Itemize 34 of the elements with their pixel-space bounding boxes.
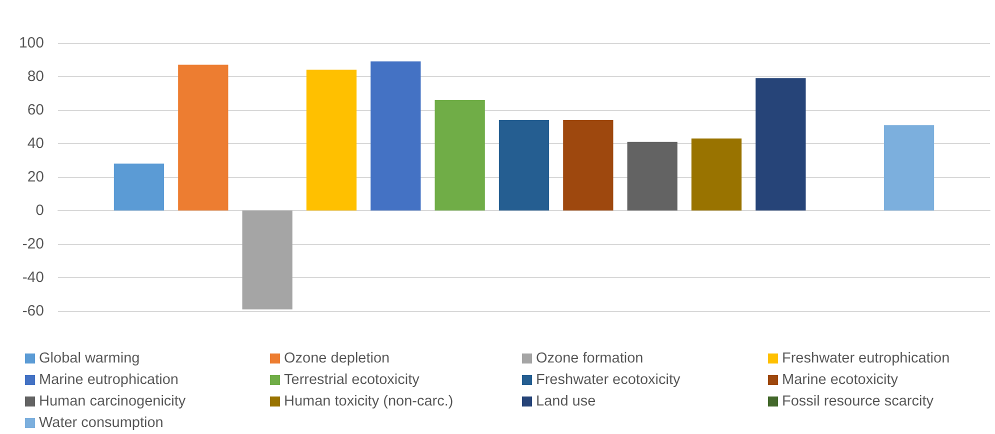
- legend-label: Ozone depletion: [284, 350, 390, 366]
- y-tick-label: 40: [27, 135, 44, 152]
- y-tick-label: 0: [36, 202, 44, 219]
- legend-label: Water consumption: [39, 415, 164, 431]
- bar: [306, 70, 357, 210]
- y-tick-label: -40: [22, 269, 44, 286]
- y-tick-label: 20: [27, 168, 44, 186]
- bar: [114, 164, 164, 210]
- bar: [370, 61, 421, 210]
- bar: [884, 125, 934, 210]
- bar: [434, 100, 485, 210]
- bar: [563, 120, 614, 210]
- y-tick-label: 100: [18, 34, 44, 52]
- bar: [627, 142, 678, 210]
- legend-label: Marine ecotoxicity: [782, 372, 899, 388]
- y-tick-label: -20: [22, 236, 44, 252]
- legend-label: Marine eutrophication: [39, 372, 178, 388]
- legend-label: Global warming: [39, 350, 140, 366]
- legend-label: Ozone formation: [536, 350, 644, 366]
- legend-label: Freshwater ecotoxicity: [536, 372, 681, 388]
- legend-label: Land use: [536, 394, 596, 410]
- bar: [178, 64, 228, 210]
- legend-label: Terrestrial ecotoxicity: [284, 372, 420, 388]
- bar: [691, 138, 742, 210]
- y-tick-label: 60: [27, 102, 44, 118]
- bar: [242, 210, 292, 310]
- legend-label: Human toxicity (non-carc.): [284, 394, 454, 410]
- legend-label: Human carcinogenicity: [39, 394, 186, 410]
- bar: [756, 78, 806, 210]
- legend-label: Fossil resource scarcity: [782, 394, 934, 410]
- y-tick-label: -60: [22, 302, 44, 320]
- legend-label: Freshwater eutrophication: [782, 350, 950, 366]
- bar: [498, 120, 550, 210]
- y-tick-label: 80: [27, 68, 44, 85]
